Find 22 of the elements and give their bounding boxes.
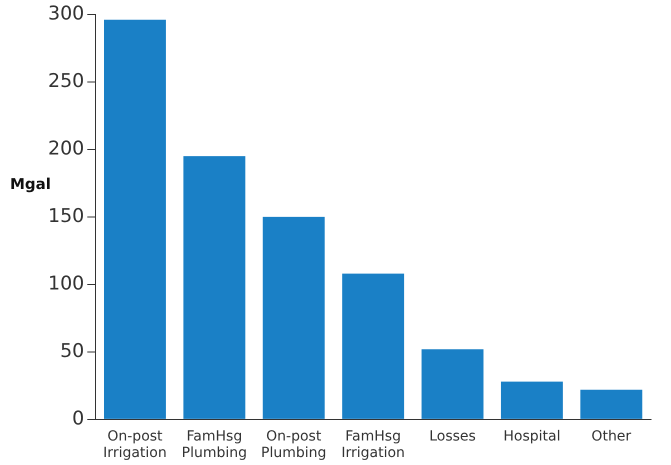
y-tick-label: 200 <box>48 137 84 160</box>
y-tick-label: 250 <box>48 70 84 92</box>
bar <box>422 349 484 419</box>
bar <box>262 216 325 419</box>
bar <box>104 20 166 419</box>
x-tick-label: Losses <box>429 428 476 444</box>
x-tick-label: FamHsg Irrigation <box>341 428 405 462</box>
y-tick-label: 100 <box>48 272 84 294</box>
x-tick-label: On-post Irrigation <box>103 428 167 462</box>
x-tick-label: Hospital <box>503 428 560 444</box>
x-tick-label: FamHsg Plumbing <box>182 428 248 462</box>
bar <box>183 156 246 419</box>
y-tick-label: 50 <box>60 340 84 362</box>
bar <box>500 382 563 419</box>
bar <box>342 274 404 419</box>
y-tick-label: 300 <box>48 2 84 24</box>
y-axis-title: Mgal <box>10 175 51 193</box>
x-tick-label: Other <box>591 428 632 444</box>
x-tick-label: On-post Plumbing <box>261 428 326 462</box>
y-tick-label: 150 <box>48 204 84 227</box>
bar <box>580 390 642 419</box>
y-tick-label: 0 <box>72 407 84 430</box>
